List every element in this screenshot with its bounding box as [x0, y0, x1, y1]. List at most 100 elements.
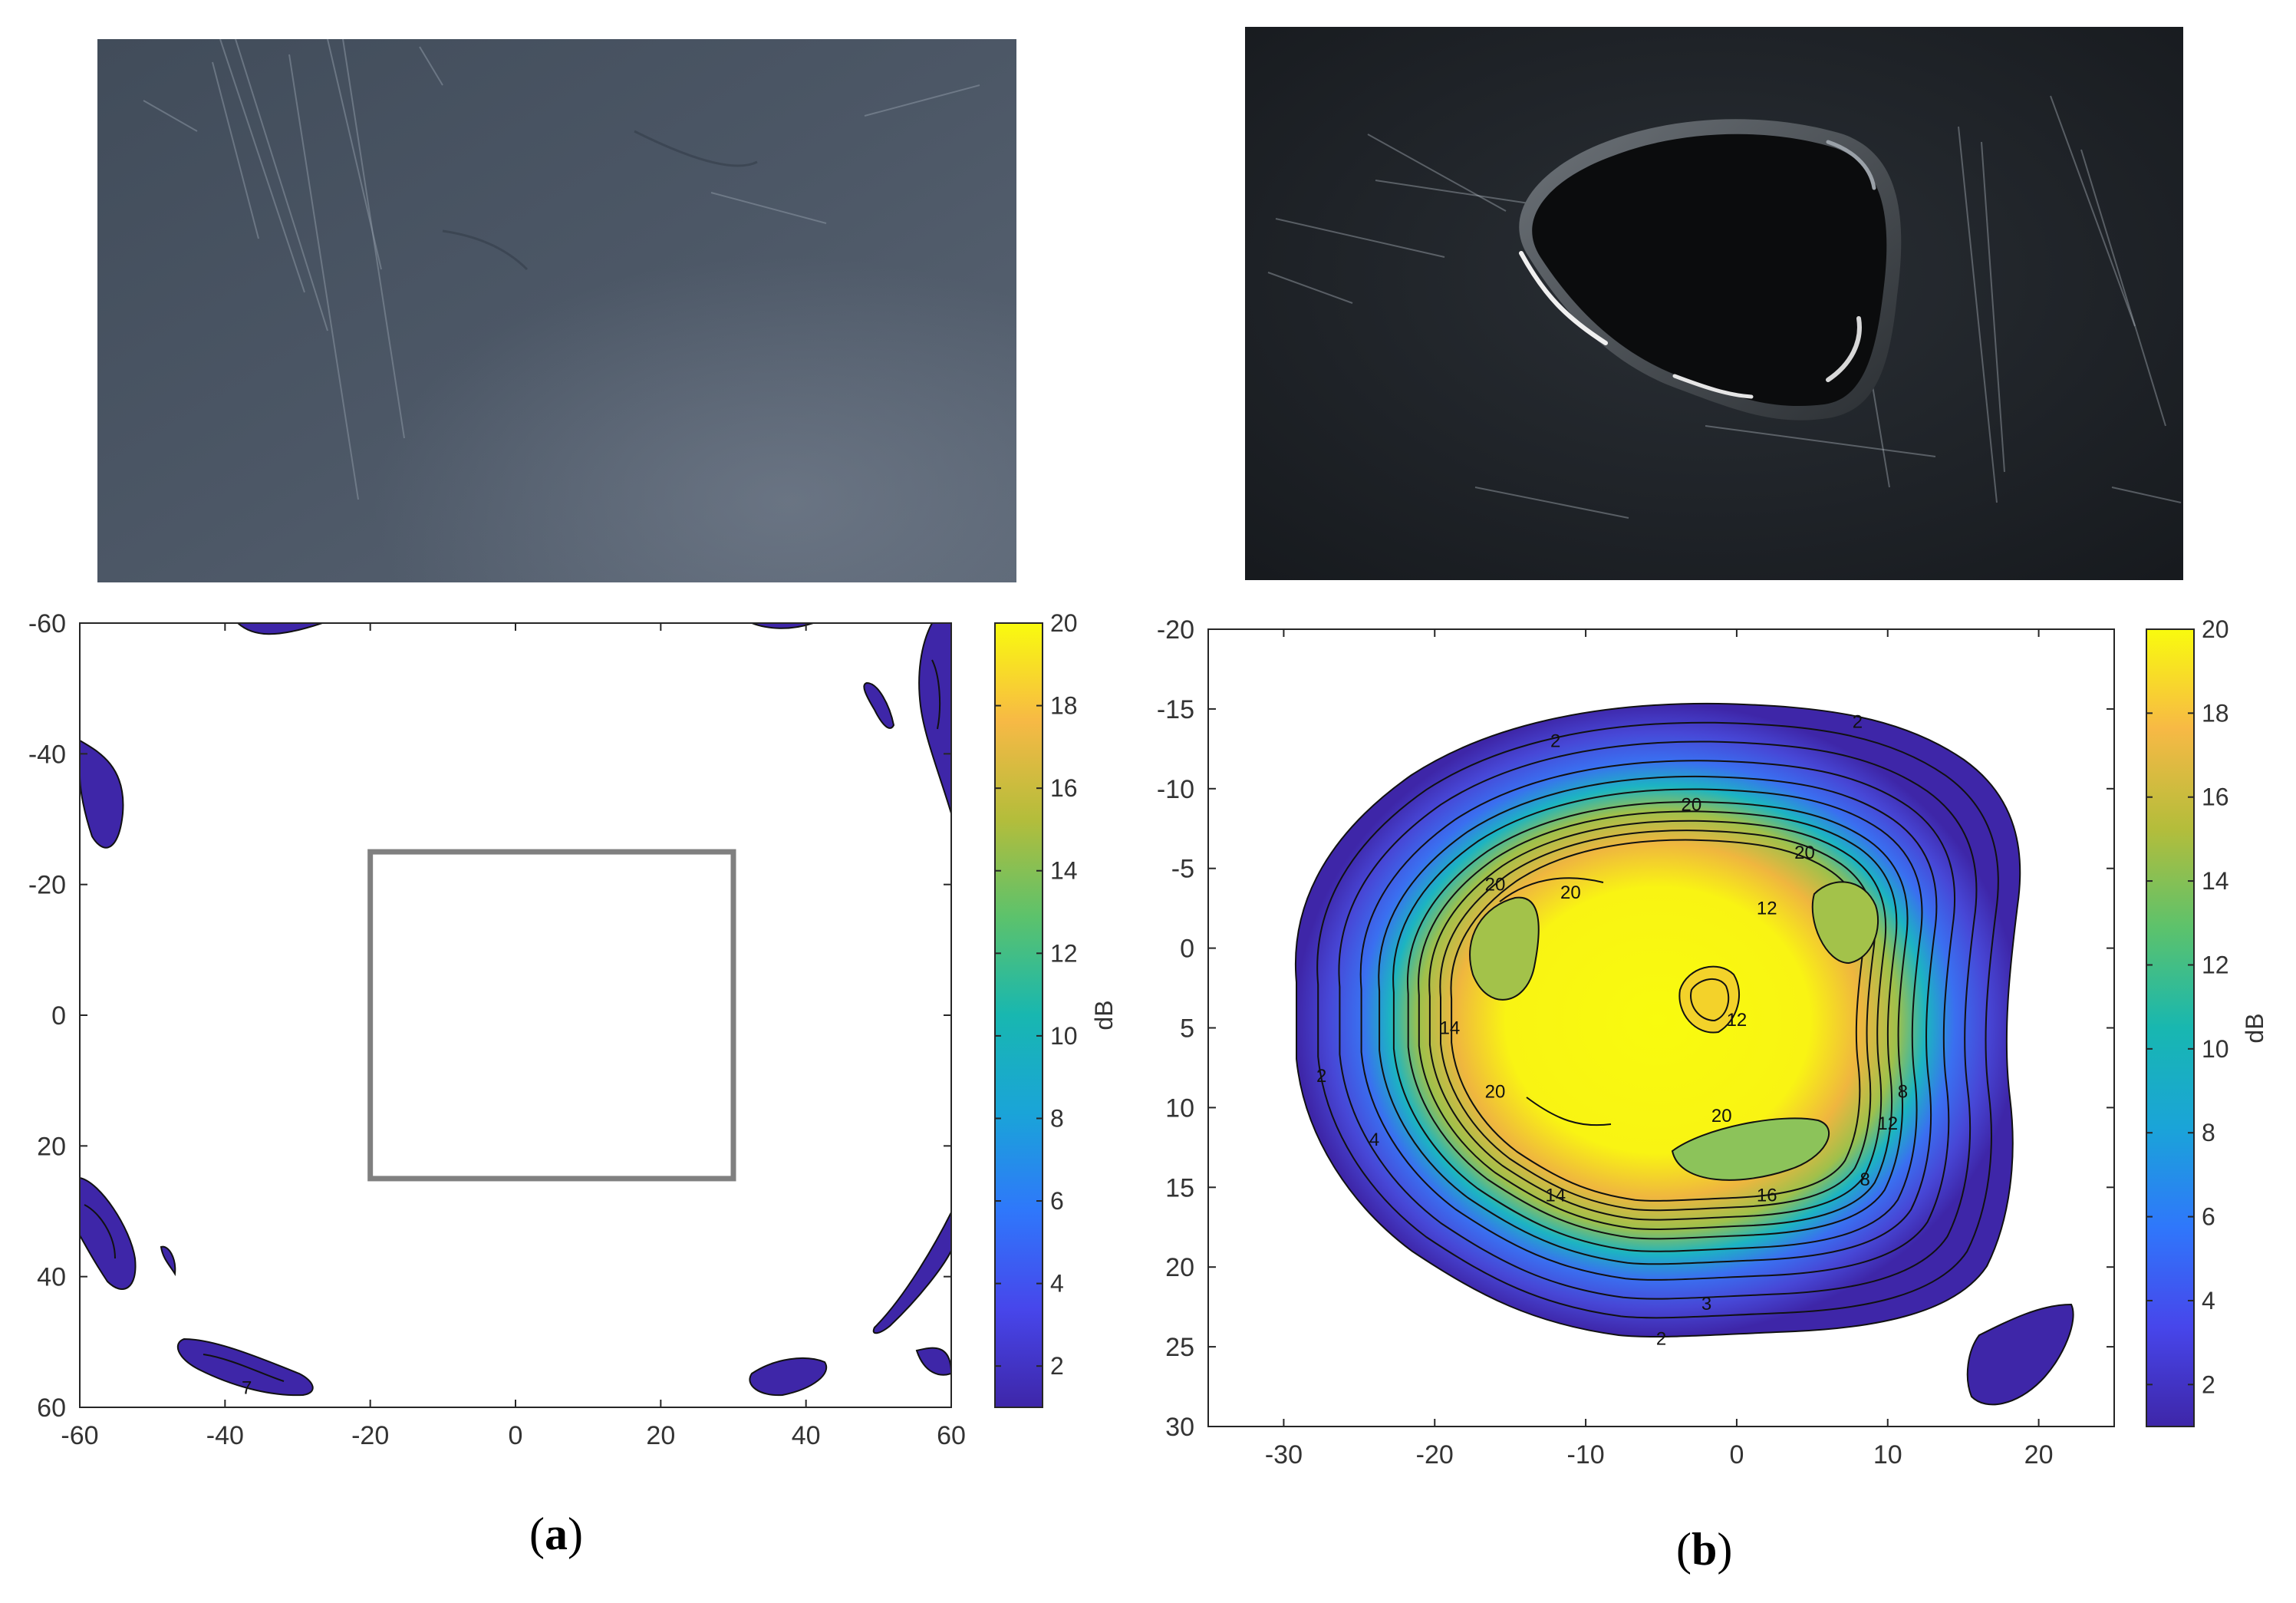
- oil-droplet-on-plate-photo: [1245, 27, 2183, 580]
- contour-label: 2: [1853, 712, 1863, 733]
- contour-label: 20: [1485, 874, 1506, 895]
- colorbar-tick-label: 6: [1050, 1187, 1064, 1215]
- caption-b: (b): [1676, 1523, 1732, 1576]
- y-tick-label: -40: [28, 740, 66, 769]
- colorbar-tick-label: 18: [2202, 699, 2229, 727]
- x-tick-label: 0: [509, 1421, 523, 1450]
- x-tick-label: 20: [646, 1421, 675, 1450]
- contour-line: [1359, 760, 1956, 1281]
- contour-label: 2: [1550, 731, 1560, 751]
- x-tick-label: -10: [1567, 1440, 1605, 1469]
- colorbar-tick-label: 16: [1050, 774, 1078, 802]
- steel-plate-photo: [97, 39, 1016, 582]
- contour-label: 20: [1485, 1082, 1506, 1103]
- colorbar-tick-label: 14: [1050, 857, 1078, 885]
- colorbar-tick-label: 12: [1050, 939, 1078, 967]
- contour-regions-a: [80, 623, 951, 1397]
- colorbar-tick-label: 2: [2202, 1370, 2215, 1398]
- y-tick-label: 20: [1165, 1253, 1194, 1282]
- colorbar-tick-label: 6: [2202, 1203, 2215, 1231]
- y-tick-label: 5: [1180, 1014, 1194, 1044]
- colorbar-tick-label: 10: [1050, 1022, 1078, 1050]
- contour-line: [1392, 788, 1923, 1252]
- x-tick-label: 0: [1729, 1440, 1744, 1469]
- colorbar-tick-label: 14: [2202, 867, 2229, 895]
- contour-label: 20: [1794, 843, 1815, 863]
- colorbar-tick-label: 4: [2202, 1287, 2215, 1314]
- colorbar-label-b: dB: [2241, 1013, 2268, 1043]
- contour-label: 7: [242, 1377, 252, 1398]
- contour-label: 8: [1860, 1169, 1870, 1190]
- x-tick-label: -40: [206, 1421, 244, 1450]
- y-tick-label: -10: [1157, 775, 1194, 804]
- y-axis-ticks-b: -20 -15 -10 -5 0 5 10 15 20 25 30: [1157, 615, 2114, 1442]
- y-tick-label: -15: [1157, 695, 1194, 724]
- y-tick-label: -5: [1171, 855, 1194, 884]
- contour-label: 12: [1877, 1113, 1898, 1134]
- caption-b-close: ): [1717, 1524, 1733, 1575]
- colorbar-b: [2146, 628, 2195, 1427]
- x-tick-label: 20: [2024, 1440, 2054, 1469]
- plot-area-a: [80, 623, 951, 1407]
- y-tick-label: 60: [37, 1394, 66, 1423]
- test-region-rectangle: [367, 849, 736, 1182]
- contour-label: 4: [1369, 1130, 1379, 1150]
- contour-label: 20: [1560, 882, 1581, 903]
- contour-line: [1406, 801, 1909, 1240]
- y-tick-label: -60: [28, 609, 66, 638]
- contour-line: [1450, 839, 1865, 1202]
- x-tick-label: 10: [1873, 1440, 1902, 1469]
- y-tick-label: -20: [28, 871, 66, 900]
- colorbar-tick-label: 18: [1050, 692, 1078, 720]
- colorbar-tick-label: 16: [2202, 783, 2229, 811]
- contour-regions-b: [1294, 702, 2074, 1406]
- colorbar-tick-label: 20: [1050, 609, 1078, 637]
- colorbar-tick-label: 4: [1050, 1270, 1064, 1298]
- y-tick-label: 0: [1180, 935, 1194, 964]
- x-tick-label: -30: [1265, 1440, 1303, 1469]
- x-tick-label: -20: [1416, 1440, 1454, 1469]
- y-tick-label: -20: [1157, 615, 1194, 645]
- y-tick-label: 40: [37, 1263, 66, 1292]
- colorbar-tick-label: 8: [1050, 1104, 1064, 1132]
- caption-b-letter: b: [1691, 1524, 1718, 1575]
- contour-label: 20: [1711, 1106, 1732, 1126]
- y-tick-label: 30: [1165, 1413, 1194, 1442]
- contour-label: 12: [1757, 899, 1777, 919]
- caption-b-open: (: [1676, 1524, 1692, 1575]
- contour-label: 20: [1682, 795, 1702, 816]
- caption-a-open: (: [529, 1509, 545, 1559]
- x-tick-label: 60: [937, 1421, 966, 1450]
- contour-label: 12: [1727, 1010, 1748, 1031]
- contour-label: 14: [1545, 1186, 1566, 1206]
- colorbar-label-a: dB: [1090, 1000, 1118, 1030]
- y-tick-label: 25: [1165, 1333, 1194, 1362]
- contour-label: 14: [1440, 1018, 1461, 1039]
- contour-label: 8: [1898, 1082, 1908, 1103]
- colorbar-ticks-a: 2 4 6 8 10 12 14 16 18 20: [995, 609, 1078, 1380]
- x-axis-ticks-b: -30 -20 -10 0 10 20: [1265, 629, 2054, 1469]
- colorbar-tick-label: 12: [2202, 951, 2229, 978]
- contour-line: [1378, 775, 1938, 1265]
- colorbar-a: [994, 622, 1043, 1408]
- caption-a-close: ): [567, 1509, 583, 1559]
- contour-line: [1338, 740, 1978, 1300]
- contour-label: 16: [1757, 1186, 1777, 1206]
- caption-a: (a): [529, 1508, 583, 1561]
- y-axis-ticks-a: -60 -40 -20 0 20 40 60: [28, 609, 951, 1423]
- y-tick-label: 0: [51, 1001, 66, 1031]
- contour-line: [1428, 820, 1887, 1221]
- contour-line: [1418, 810, 1898, 1230]
- y-tick-label: 10: [1165, 1093, 1194, 1123]
- colorbar-tick-label: 20: [2202, 615, 2229, 643]
- y-tick-label: 20: [37, 1132, 66, 1161]
- contour-plot-a: 7 -60 -40 -20 0 20 40 60 -60 -40 -20 0 20 40 60 2 4 6 8…: [28, 609, 1118, 1450]
- contour-label: 2: [1316, 1066, 1326, 1087]
- contour-line: [1316, 721, 1999, 1319]
- y-tick-label: 15: [1165, 1173, 1194, 1202]
- colorbar-tick-label: 10: [2202, 1035, 2229, 1063]
- x-tick-label: -60: [61, 1421, 98, 1450]
